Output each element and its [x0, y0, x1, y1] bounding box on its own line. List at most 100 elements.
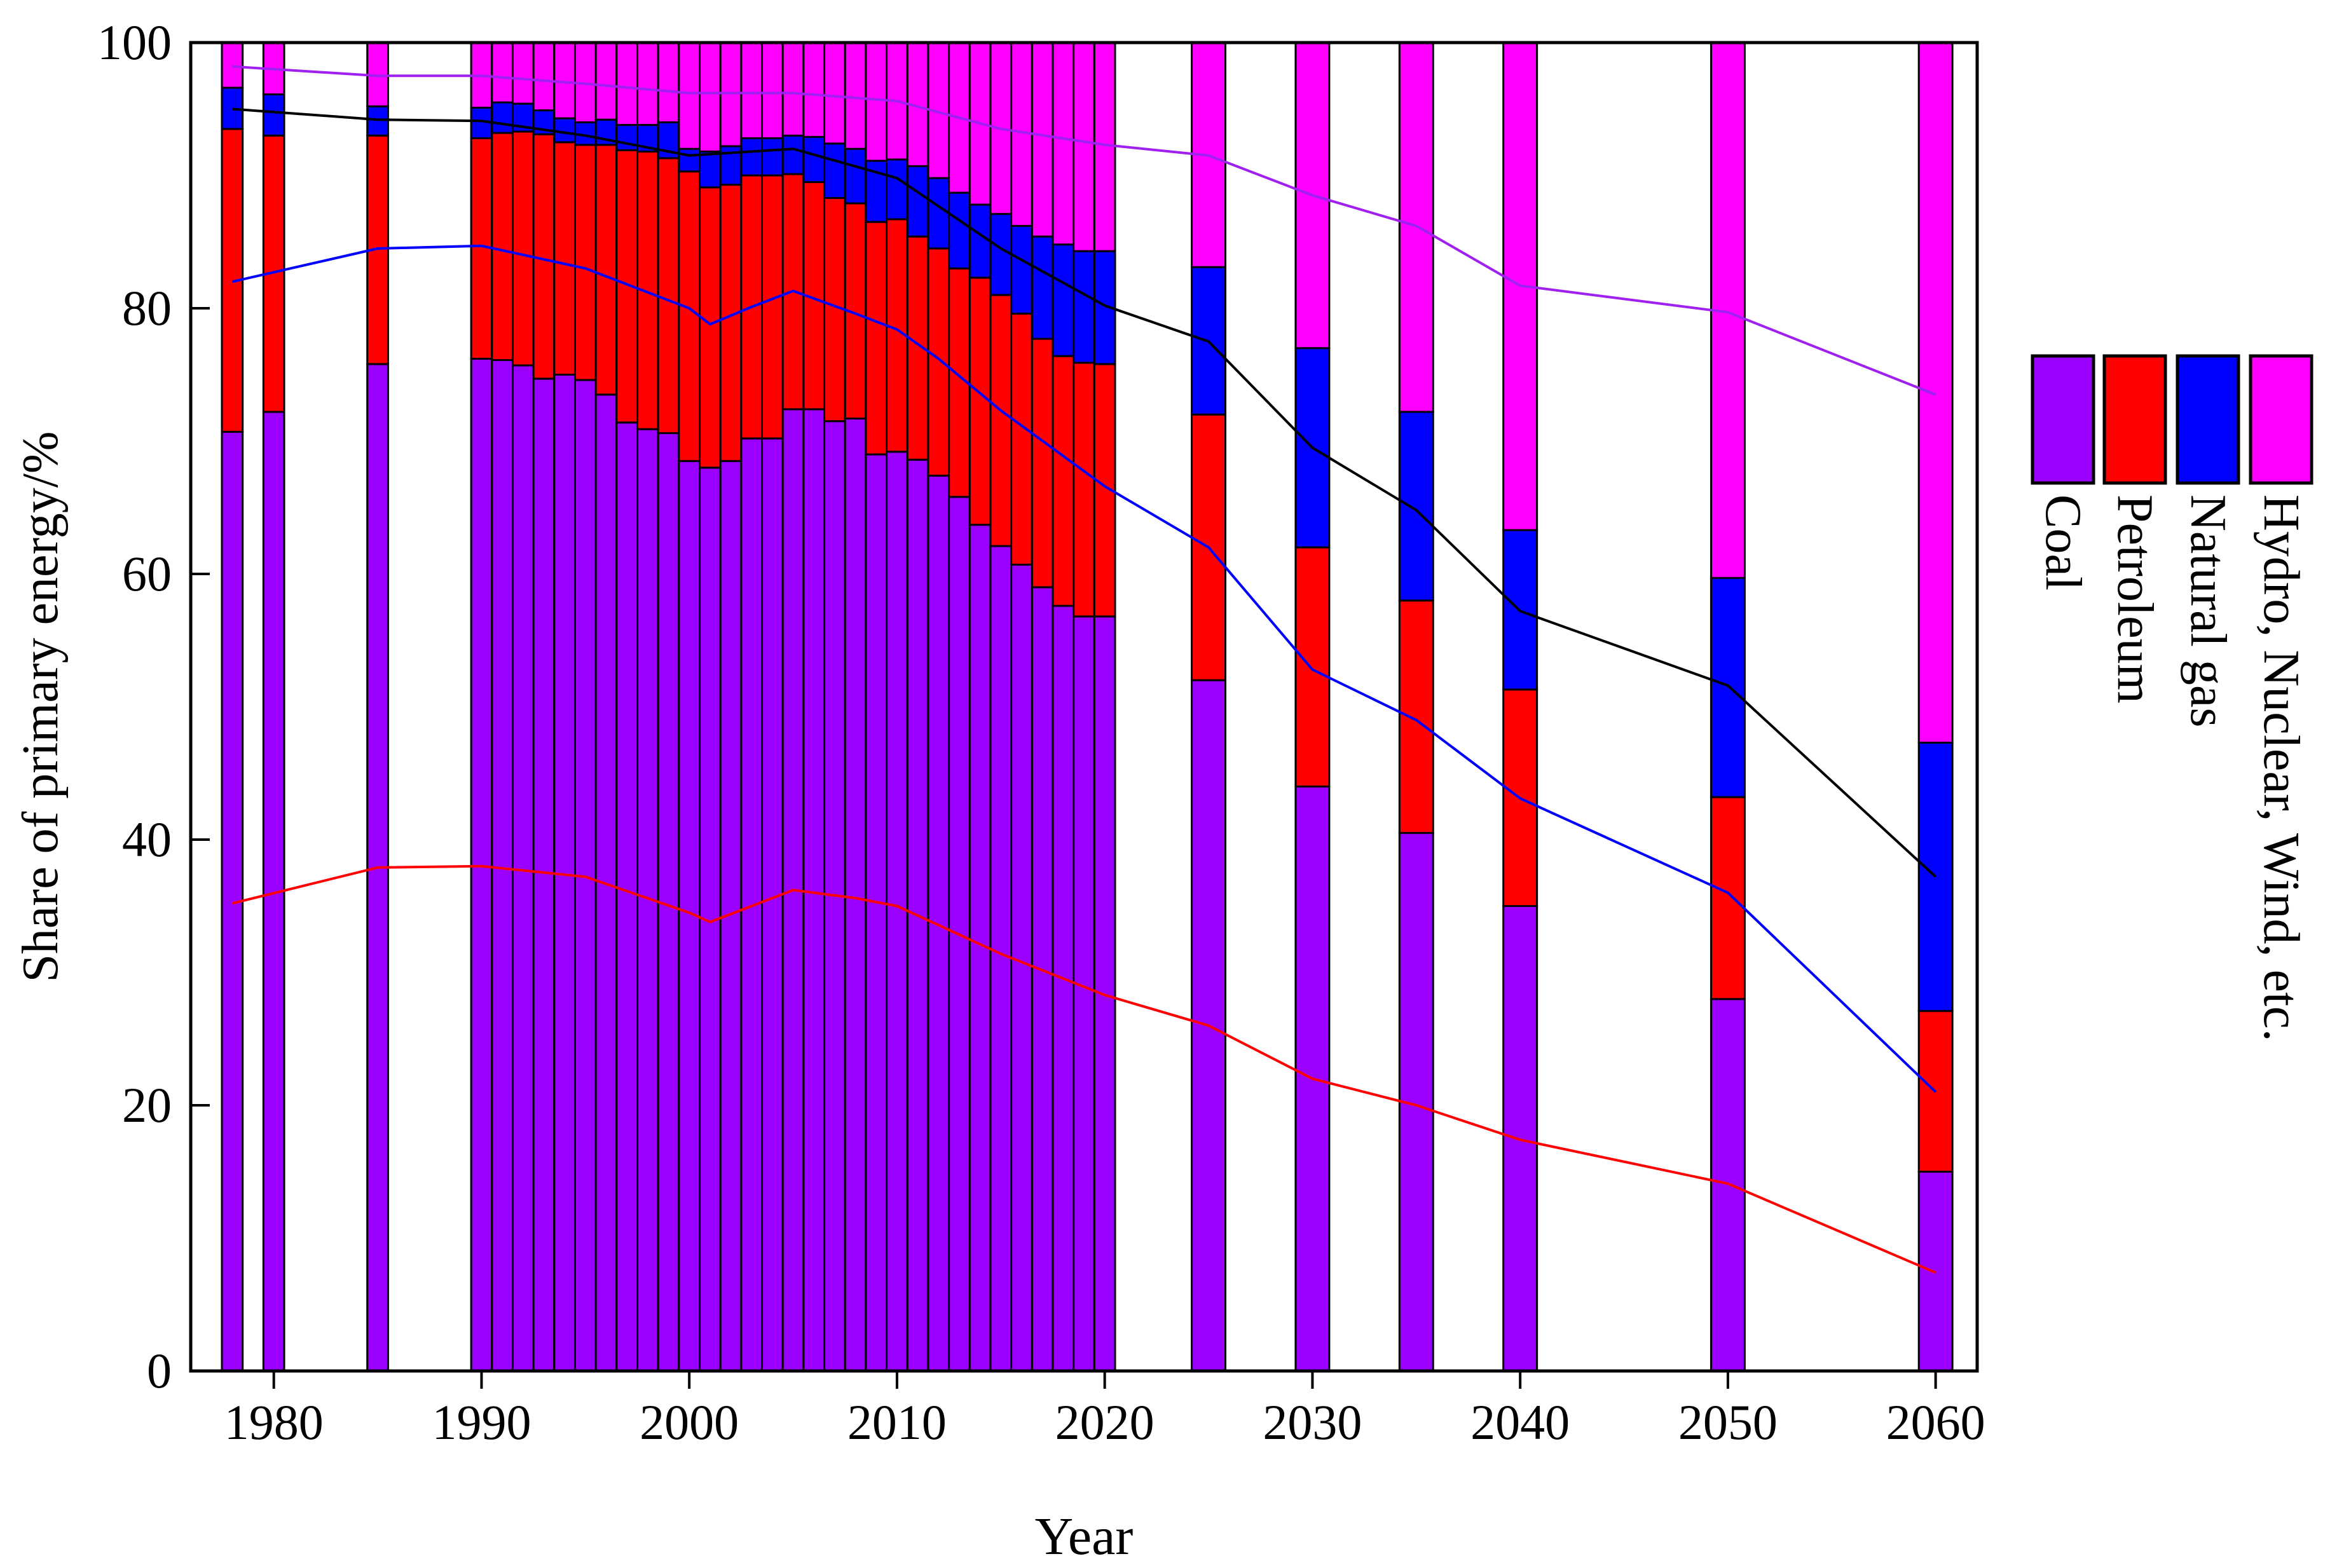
y-tick-label-40: 40: [122, 812, 172, 867]
bar-coal-2015: [989, 545, 1013, 1372]
x-axis-title: Year: [1035, 1507, 1134, 1566]
bar-hydro-nuclear-wind-etc-1998: [636, 41, 659, 126]
bar-petroleum-2001: [699, 186, 722, 469]
bar-natural-gas-1991: [491, 101, 514, 134]
x-tick-label-1990: 1990: [432, 1394, 531, 1450]
bar-petroleum-2030: [1294, 546, 1331, 787]
bar-natural-gas-2004: [761, 137, 784, 177]
lines-layer: [231, 65, 1937, 1274]
bar-coal-2017: [1031, 586, 1054, 1372]
bar-petroleum-2017: [1031, 337, 1054, 589]
bar-petroleum-1995: [573, 144, 597, 381]
series-line-1: [232, 107, 1937, 878]
bar-petroleum-1996: [594, 144, 618, 396]
bar-hydro-nuclear-wind-etc-1999: [657, 41, 680, 123]
bar-natural-gas-2017: [1031, 235, 1054, 340]
bar-natural-gas-2050: [1710, 576, 1746, 798]
bar-hydro-nuclear-wind-etc-2007: [823, 41, 846, 145]
x-tick-label-2060: 2060: [1886, 1394, 1985, 1450]
bar-hydro-nuclear-wind-etc-1996: [594, 41, 618, 121]
x-tick-label-2030: 2030: [1263, 1394, 1362, 1450]
bar-hydro-nuclear-wind-etc-2060: [1917, 41, 1954, 744]
bar-petroleum-2000: [678, 170, 701, 462]
bar-natural-gas-2011: [906, 165, 929, 238]
bar-natural-gas-2007: [823, 142, 846, 200]
bar-petroleum-1994: [553, 141, 576, 376]
legend-label-hydro-nuclear-wind-etc: Hydro, Nuclear, Wind, etc.: [2253, 494, 2309, 1042]
bar-coal-2018: [1052, 604, 1075, 1372]
bar-petroleum-2015: [989, 294, 1013, 547]
bar-hydro-nuclear-wind-etc-1991: [491, 41, 514, 104]
y-tick-label-0: 0: [147, 1343, 172, 1398]
bar-hydro-nuclear-wind-etc-2005: [781, 41, 805, 137]
bar-natural-gas-2001: [699, 150, 722, 189]
bar-hydro-nuclear-wind-etc-2006: [802, 41, 826, 138]
bar-natural-gas-2060: [1917, 741, 1954, 1012]
bar-natural-gas-2035: [1398, 411, 1434, 602]
bar-hydro-nuclear-wind-etc-2004: [761, 41, 784, 139]
bar-natural-gas-2013: [948, 191, 971, 269]
bar-petroleum-1991: [491, 132, 514, 362]
bar-hydro-nuclear-wind-etc-2009: [865, 41, 888, 162]
bar-petroleum-2016: [1010, 312, 1033, 566]
bar-hydro-nuclear-wind-etc-1992: [511, 41, 535, 105]
legend-label-petroleum: Petroleum: [2107, 494, 2163, 704]
x-tick-label-2010: 2010: [847, 1394, 947, 1450]
legend-swatch-coal: [2031, 354, 2095, 485]
bar-coal-1990: [470, 357, 493, 1372]
legend-swatch-petroleum: [2102, 354, 2167, 485]
bar-coal-2009: [865, 453, 888, 1372]
bar-natural-gas-2000: [678, 147, 701, 173]
bar-natural-gas-2012: [927, 177, 950, 250]
legend: Coal Petroleum Natural gas Hydro, Nuclear, …: [2031, 354, 2313, 1042]
bar-natural-gas-1980: [262, 93, 285, 137]
bar-petroleum-2050: [1710, 796, 1746, 1000]
series-line-2: [231, 244, 1937, 1093]
bar-hydro-nuclear-wind-etc-2001: [699, 41, 722, 153]
bar-petroleum-2018: [1052, 355, 1075, 607]
bar-petroleum-1992: [511, 130, 535, 367]
y-axis-title: Share of primary energy/%: [13, 431, 69, 982]
x-tick-label-2040: 2040: [1470, 1394, 1570, 1450]
bar-hydro-nuclear-wind-etc-2003: [740, 41, 764, 139]
bar-coal-1992: [511, 364, 535, 1372]
series-line-3: [231, 864, 1936, 1274]
bar-natural-gas-2018: [1052, 243, 1075, 357]
bar-petroleum-2012: [927, 247, 950, 477]
bar-hydro-nuclear-wind-etc-2017: [1031, 41, 1054, 238]
bar-coal-2004: [761, 437, 784, 1372]
bar-coal-1997: [615, 421, 638, 1372]
legend-swatch-natural-gas: [2176, 354, 2240, 485]
bar-petroleum-2019: [1073, 362, 1095, 618]
bar-petroleum-2004: [761, 174, 784, 440]
bar-natural-gas-1997: [615, 124, 638, 151]
bar-natural-gas-2016: [1010, 224, 1033, 315]
bar-petroleum-2035: [1398, 599, 1434, 835]
bar-hydro-nuclear-wind-etc-2019: [1073, 41, 1095, 252]
series-line-4: [232, 65, 1936, 396]
plot-frame: [189, 41, 1979, 1373]
bar-hydro-nuclear-wind-etc-2018: [1052, 41, 1075, 246]
bar-petroleum-1993: [532, 133, 556, 380]
bar-hydro-nuclear-wind-etc-2008: [844, 41, 867, 150]
bar-petroleum-2002: [719, 184, 743, 462]
bar-hydro-nuclear-wind-etc-1997: [615, 41, 638, 126]
y-tick-label-80: 80: [122, 280, 172, 336]
legend-swatch-hydro-nuclear-wind-etc: [2249, 354, 2313, 485]
y-tick-label-60: 60: [122, 546, 172, 601]
bar-natural-gas-2006: [802, 135, 826, 183]
x-tick-label-2050: 2050: [1678, 1394, 1778, 1450]
bar-coal-2012: [927, 474, 950, 1372]
bar-natural-gas-1994: [553, 117, 576, 144]
bar-petroleum-1999: [657, 157, 680, 434]
bar-coal-2008: [844, 417, 867, 1372]
bar-natural-gas-2005: [781, 134, 805, 175]
x-tick-label-2020: 2020: [1055, 1394, 1155, 1450]
bar-coal-2010: [886, 451, 908, 1372]
bar-petroleum-2014: [968, 276, 992, 526]
legend-label-coal: Coal: [2035, 494, 2091, 590]
bar-natural-gas-2008: [844, 147, 867, 205]
bar-coal-2016: [1010, 563, 1033, 1372]
bar-natural-gas-2014: [968, 203, 992, 279]
